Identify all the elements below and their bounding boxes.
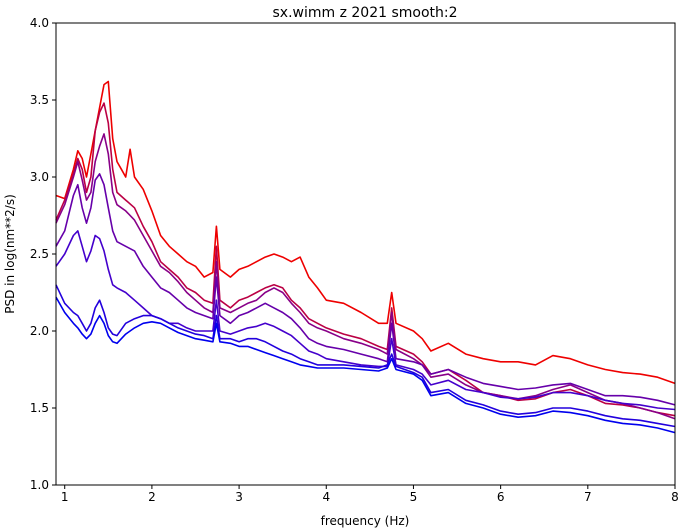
y-axis-label: PSD in log(nm**2/s) bbox=[3, 194, 17, 314]
x-axis: 1 2 3 4 5 6 7 8 bbox=[61, 485, 679, 504]
y-tick-label: 4.0 bbox=[30, 16, 49, 30]
y-axis: 1.0 1.5 2.0 2.5 3.0 3.5 4.0 bbox=[30, 16, 56, 492]
x-tick-label: 6 bbox=[497, 490, 505, 504]
x-tick-label: 7 bbox=[584, 490, 592, 504]
x-tick-label: 3 bbox=[235, 490, 243, 504]
y-tick-label: 1.5 bbox=[30, 401, 49, 415]
series-line-7 bbox=[55, 296, 676, 434]
x-tick-label: 2 bbox=[148, 490, 156, 504]
series-line-3 bbox=[55, 133, 676, 420]
plot-frame bbox=[55, 22, 676, 486]
series-line-5 bbox=[55, 230, 676, 411]
x-tick-label: 5 bbox=[410, 490, 418, 504]
y-tick-label: 2.0 bbox=[30, 324, 49, 338]
series-line-6 bbox=[55, 284, 676, 428]
series-layer bbox=[55, 80, 676, 434]
x-tick-label: 4 bbox=[322, 490, 330, 504]
x-axis-label: frequency (Hz) bbox=[321, 514, 410, 528]
series-line-1 bbox=[55, 80, 676, 385]
chart-title: sx.wimm z 2021 smooth:2 bbox=[272, 5, 457, 21]
x-tick-label: 8 bbox=[671, 490, 679, 504]
y-tick-label: 3.5 bbox=[30, 93, 49, 107]
y-tick-label: 2.5 bbox=[30, 247, 49, 261]
y-tick-label: 3.0 bbox=[30, 170, 49, 184]
x-tick-label: 1 bbox=[61, 490, 69, 504]
series-line-2 bbox=[55, 102, 676, 417]
series-line-4 bbox=[55, 173, 676, 406]
y-tick-label: 1.0 bbox=[30, 478, 49, 492]
